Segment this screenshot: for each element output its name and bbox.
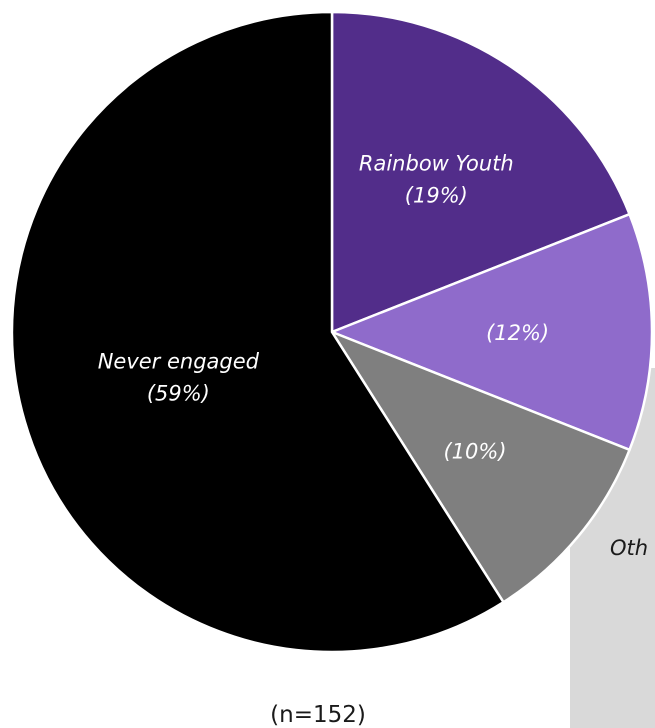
pie-slice-3 <box>10 10 506 654</box>
pie-slices <box>10 10 654 654</box>
slice-pct-label-0: (19%) <box>405 183 468 207</box>
slice-label-3: Never engaged <box>98 350 260 374</box>
sample-size-note: (n=152) <box>270 702 366 728</box>
slice-label-0: Rainbow Youth <box>359 151 514 175</box>
pie-slice-2 <box>328 329 632 604</box>
pie-slice-1 <box>328 212 654 452</box>
pie-labels: Rainbow Youth (19%) (12%) (10%) Never engage… <box>98 151 549 463</box>
slice-pct-label-2: (10%) <box>443 439 506 463</box>
slice-pct-label-3: (59%) <box>147 382 210 406</box>
pie-slice-0 <box>330 10 632 334</box>
slice-pct-label-1: (12%) <box>486 321 549 345</box>
other-callout-text: Oth <box>610 536 648 560</box>
